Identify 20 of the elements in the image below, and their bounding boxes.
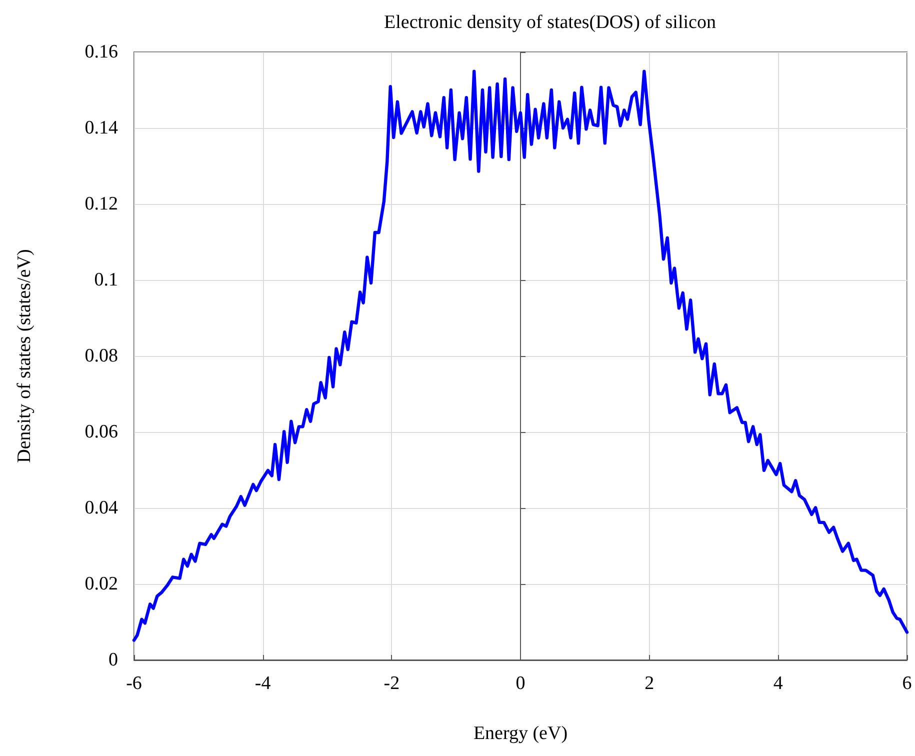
y-axis-title: Density of states (states/eV) (14, 249, 35, 463)
x-axis-title: Energy (eV) (473, 723, 568, 744)
y-tick-label: 0.08 (84, 346, 118, 366)
x-tick-label: 0 (516, 673, 526, 694)
x-tick-label: -6 (126, 673, 142, 694)
x-tick-label: 2 (644, 673, 654, 694)
y-tick-label: 0.12 (84, 194, 118, 214)
line-series (132, 70, 909, 642)
chart-title: Electronic density of states(DOS) of silicon (384, 12, 716, 33)
y-tick-label: 0.1 (94, 270, 118, 290)
x-tick-label: -2 (384, 673, 400, 694)
y-tick-label: 0.16 (84, 42, 118, 62)
x-tick-label: 6 (902, 673, 912, 694)
x-tick-label: 4 (773, 673, 784, 694)
y-tick-label: 0 (108, 650, 118, 670)
y-tick-label: 0.02 (84, 574, 118, 594)
x-tick-label: -4 (254, 673, 272, 694)
y-tick-label: 0.04 (84, 498, 118, 518)
y-tick-label: 0.06 (84, 422, 118, 442)
y-tick-label: 0.14 (84, 118, 118, 138)
